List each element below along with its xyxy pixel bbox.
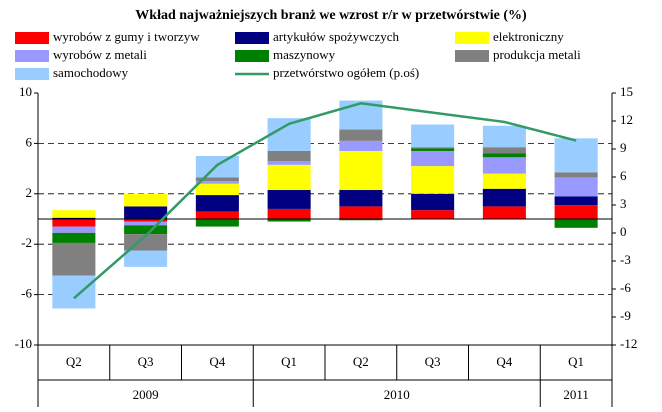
- bar-segment: [124, 225, 168, 235]
- bar-segment: [411, 193, 455, 211]
- y-tick-label: -2: [21, 235, 32, 250]
- y-tick-label: 6: [26, 134, 33, 149]
- bar-segment: [195, 183, 239, 196]
- y2-tick-label: 0: [620, 224, 627, 239]
- bar-segment: [267, 208, 311, 219]
- legend-label: maszynowy: [273, 47, 336, 62]
- bar-segment: [124, 250, 168, 267]
- bar-segment: [482, 125, 526, 148]
- bar-segment: [195, 181, 239, 184]
- y2-tick-label: -6: [620, 280, 631, 295]
- legend-label: wyrobów z metali: [53, 47, 147, 62]
- y2-tick-label: -12: [620, 336, 637, 351]
- year-label: 2010: [384, 387, 410, 402]
- bar-segment: [52, 232, 96, 243]
- legend-label: produkcja metali: [493, 47, 581, 62]
- x-tick-label: Q2: [353, 354, 369, 369]
- bar-segment: [482, 173, 526, 189]
- x-tick-label: Q3: [425, 354, 441, 369]
- line-series: [73, 101, 577, 300]
- bar-segment: [411, 150, 455, 167]
- legend-swatch: [15, 68, 49, 80]
- bar-segment: [124, 193, 168, 207]
- bar-segment: [52, 210, 96, 218]
- y-tick-label: -10: [15, 336, 32, 351]
- bar-segment: [411, 147, 455, 149]
- legend-swatch: [15, 32, 49, 44]
- bar-segment: [554, 205, 598, 219]
- bar-segment: [554, 219, 598, 228]
- chart-title: Wkład najważniejszych branż we wzrost r/…: [135, 8, 527, 23]
- bar-segment: [267, 219, 311, 222]
- y-tick-label: 2: [26, 185, 33, 200]
- bar-segment: [267, 164, 311, 191]
- legend-label: elektroniczny: [493, 29, 564, 44]
- bar-segment: [52, 275, 96, 309]
- bar-segment: [339, 140, 383, 151]
- bar-segment: [554, 177, 598, 197]
- legend-label: artykułów spożywczych: [273, 29, 399, 44]
- bar-segment: [52, 226, 96, 233]
- bar-segment: [339, 219, 383, 221]
- bar-segment: [411, 148, 455, 151]
- y-tick-label: -6: [21, 286, 32, 301]
- bar-segment: [554, 138, 598, 173]
- bar-segment: [52, 217, 96, 219]
- bar-segment: [482, 153, 526, 158]
- bar-segment: [482, 157, 526, 174]
- y2-tick-label: 6: [620, 168, 627, 183]
- y2-tick-label: 15: [620, 84, 633, 99]
- bar-segment: [339, 190, 383, 207]
- y2-tick-label: -3: [620, 252, 631, 267]
- y2-tick-label: 3: [620, 196, 627, 211]
- x-tick-label: Q4: [209, 354, 225, 369]
- bar-segment: [195, 219, 239, 227]
- bar-segment: [411, 210, 455, 219]
- bar-segment: [411, 124, 455, 148]
- x-tick-label: Q1: [281, 354, 297, 369]
- bar-segment: [52, 219, 96, 227]
- bar-segment: [482, 147, 526, 154]
- y2-tick-label: 12: [620, 112, 633, 127]
- bar-segment: [267, 190, 311, 209]
- bar-segment: [124, 219, 168, 222]
- legend-label: samochodowy: [53, 65, 129, 80]
- bar-segment: [339, 150, 383, 191]
- bar-segment: [411, 166, 455, 194]
- bar-segment: [267, 150, 311, 162]
- legend-swatch: [235, 32, 269, 44]
- x-tick-label: Q1: [568, 354, 584, 369]
- x-tick-label: Q3: [138, 354, 154, 369]
- bar-segment: [482, 206, 526, 219]
- bar-segment: [482, 188, 526, 207]
- legend-swatch: [235, 50, 269, 62]
- bar-segment: [267, 161, 311, 165]
- legend-swatch: [455, 50, 489, 62]
- bar-segment: [195, 177, 239, 182]
- legend-swatch: [15, 50, 49, 62]
- bar-segment: [339, 129, 383, 141]
- x-tick-label: Q2: [66, 354, 82, 369]
- y2-tick-label: -9: [620, 308, 631, 323]
- year-label: 2011: [563, 387, 589, 402]
- y2-tick-label: 9: [620, 140, 627, 155]
- legend-label: przetwórstwo ogółem (p.oś): [273, 65, 419, 80]
- bar-segment: [52, 242, 96, 276]
- bar-segment: [124, 206, 168, 219]
- year-label: 2009: [133, 387, 159, 402]
- legend-swatch: [455, 32, 489, 44]
- x-tick-label: Q4: [496, 354, 512, 369]
- bar-segment: [195, 156, 239, 178]
- legend-label: wyrobów z gumy i tworzyw: [53, 29, 200, 44]
- y-tick-label: 10: [19, 84, 32, 99]
- bar-segment: [339, 206, 383, 219]
- bar-segment: [195, 211, 239, 219]
- bar-segment: [554, 172, 598, 178]
- bar-segment: [554, 196, 598, 206]
- bar-segment: [195, 195, 239, 212]
- bar-segment: [124, 221, 168, 226]
